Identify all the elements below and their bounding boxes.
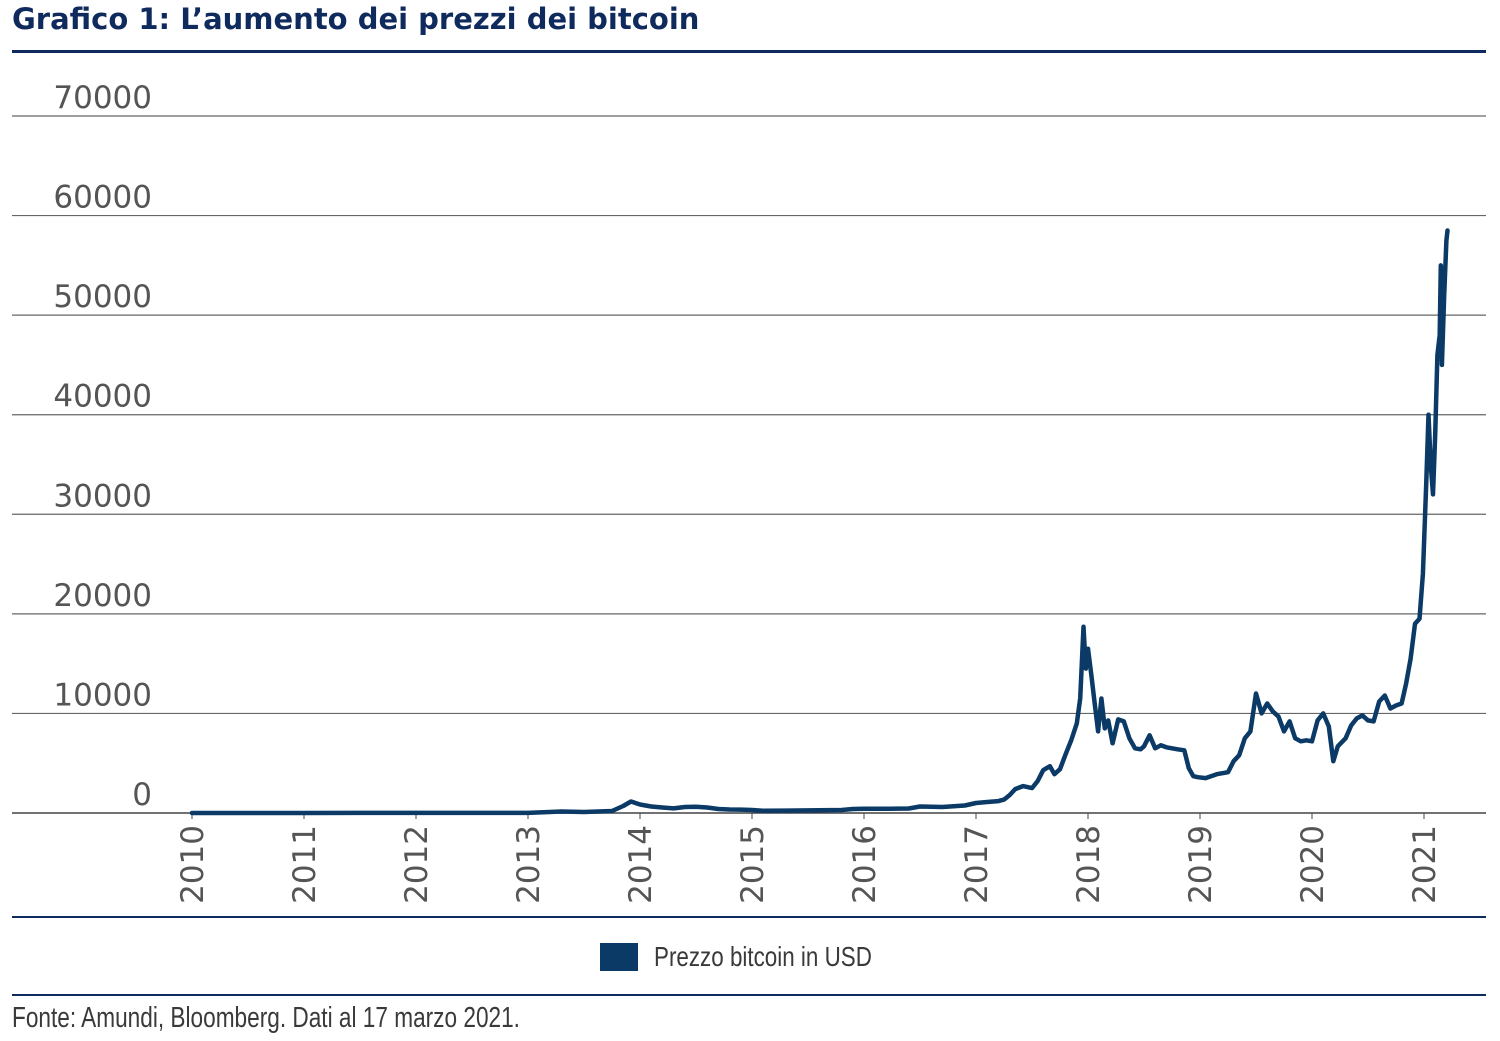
x-tick-label: 2010 [175,825,211,904]
x-tick-label: 2021 [1407,825,1443,904]
source-note: Fonte: Amundi, Bloomberg. Dati al 17 mar… [12,1002,520,1034]
grid-lines [12,115,1486,814]
y-tick-label: 0 [132,777,152,813]
y-tick-label: 70000 [53,80,152,116]
x-tick-label: 2014 [623,825,659,904]
title-rule [12,50,1486,53]
y-tick-label: 30000 [53,478,152,514]
x-tick-label: 2015 [735,825,771,904]
x-tick-label: 2020 [1295,825,1331,904]
x-tick-label: 2017 [959,825,995,904]
series-line-0 [189,228,1450,816]
x-tick-label: 2012 [399,825,435,904]
x-tick-label: 2016 [847,825,883,904]
chart-bottom-rule [12,916,1486,918]
chart-title: Grafico 1: L’aumento dei prezzi dei bitc… [12,2,700,36]
x-axis-ticks: 2010 2011 2012 2013 2014 2015 2016 2017 2018 2019… [175,813,1443,904]
legend: Prezzo bitcoin in USD [600,940,926,974]
legend-label: Prezzo bitcoin in USD [654,941,872,972]
y-tick-label: 60000 [53,180,152,216]
series-layer [189,228,1450,816]
chart: 0 10000 20000 30000 40000 50000 60000 70000 201… [12,80,1486,904]
x-tick-label: 2018 [1071,825,1107,904]
x-tick-label: 2019 [1183,825,1219,904]
x-tick-label: 2011 [287,825,323,904]
y-tick-label: 50000 [53,279,152,315]
legend-swatch [600,943,638,971]
legend-bottom-rule [12,994,1486,996]
y-axis-ticks: 0 10000 20000 30000 40000 50000 60000 70000 [53,80,152,813]
y-tick-label: 10000 [53,677,152,713]
y-tick-label: 20000 [53,578,152,614]
y-tick-label: 40000 [53,379,152,415]
x-tick-label: 2013 [511,825,547,904]
